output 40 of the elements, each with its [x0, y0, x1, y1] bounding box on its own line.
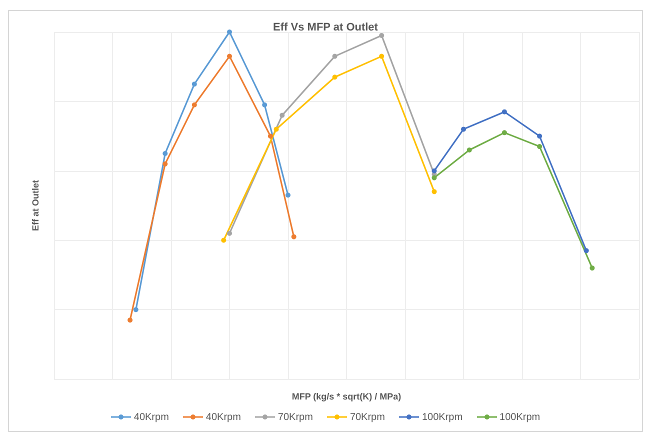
- point: [432, 175, 437, 180]
- point: [192, 82, 197, 87]
- point: [227, 30, 232, 34]
- point: [162, 150, 168, 156]
- point: [227, 54, 232, 59]
- chart-title: Eff Vs MFP at Outlet: [273, 22, 378, 34]
- point: [584, 248, 589, 254]
- point: [379, 32, 384, 38]
- point: [461, 126, 466, 132]
- legend-label: 100Krpm: [422, 412, 463, 422]
- point: [590, 266, 595, 271]
- point: [192, 102, 197, 108]
- legend-label: 40Krpm: [206, 412, 241, 422]
- point: [502, 109, 507, 114]
- point: [291, 234, 296, 240]
- point: [227, 230, 232, 236]
- y-axis-title: Eff at Outlet: [30, 180, 40, 232]
- point: [268, 134, 273, 139]
- legend-label: 70Krpm: [278, 412, 313, 422]
- point: [133, 307, 138, 312]
- point: [274, 126, 279, 132]
- legend-label: 100Krpm: [500, 412, 540, 422]
- point: [262, 102, 268, 108]
- point: [432, 189, 437, 194]
- point: [221, 238, 226, 243]
- point: [332, 74, 338, 80]
- point: [432, 168, 437, 174]
- point: [286, 192, 290, 198]
- point: [332, 54, 338, 59]
- point: [162, 161, 168, 166]
- point: [128, 318, 133, 323]
- point: [502, 130, 507, 136]
- legend-label: 70Krpm: [350, 412, 385, 422]
- point: [466, 148, 472, 153]
- point: [280, 112, 285, 118]
- legend-label: 40Krpm: [134, 412, 169, 422]
- point: [537, 144, 542, 150]
- x-axis-title: MFP (kg/s * sqrt(K) / MPa): [292, 392, 402, 402]
- point: [379, 54, 384, 59]
- point: [537, 134, 542, 139]
